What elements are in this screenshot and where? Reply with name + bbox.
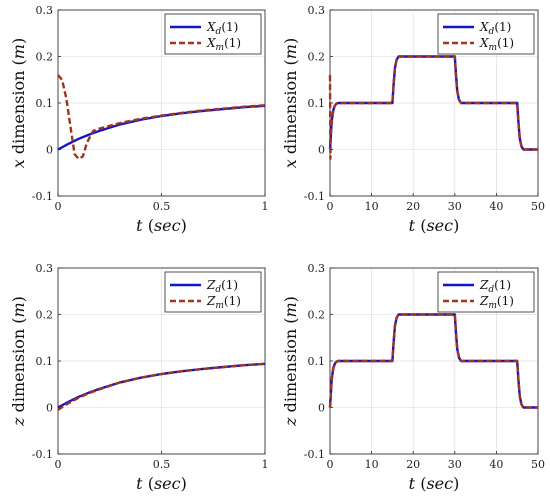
legend-entry: Xd(1) — [206, 20, 238, 37]
legend: Xd(1)Xm(1) — [437, 13, 535, 55]
legend-box — [164, 13, 262, 55]
x-tick-label: 50 — [531, 200, 545, 213]
legend-entry: Zm(1) — [479, 294, 514, 311]
legend-entry: Zd(1) — [206, 278, 238, 295]
x-tick-label: 0 — [55, 200, 62, 213]
legend: Zd(1)Zm(1) — [164, 271, 262, 313]
series-line-1 — [57, 362, 266, 411]
x-axis-label: t (sec) — [409, 474, 460, 493]
y-tick-label: -0.1 — [32, 190, 53, 203]
y-tick-label: 0.2 — [308, 51, 326, 64]
x-tick-label: 30 — [448, 458, 462, 471]
y-tick-label: 0.3 — [308, 262, 326, 275]
y-tick-label: -0.1 — [304, 448, 325, 461]
y-tick-label: -0.1 — [304, 190, 325, 203]
legend: Zd(1)Zm(1) — [437, 271, 535, 313]
y-axis-label: x dimension (m) — [281, 38, 300, 168]
axes-frame — [329, 267, 539, 455]
x-tick-label: 0.5 — [153, 458, 171, 471]
y-tick-label: 0.3 — [36, 262, 54, 275]
y-axis-label: z dimension (m) — [281, 296, 300, 427]
x-tick-label: 0 — [327, 200, 334, 213]
y-tick-label: 0 — [46, 144, 53, 157]
x-tick-label: 30 — [448, 200, 462, 213]
chart-x-long: 0 10 20 30 40 50-0.100.10.20.3t (sec)x dimens… — [281, 4, 545, 235]
y-tick-label: 0.2 — [36, 309, 54, 322]
y-tick-label: 0.2 — [36, 51, 54, 64]
x-tick-label: 1 — [262, 458, 269, 471]
series-line-1 — [57, 74, 266, 161]
x-tick-label: 20 — [406, 200, 420, 213]
chart-z-long: 0 10 20 30 40 50-0.100.10.20.3t (sec)z dimens… — [281, 262, 545, 493]
series-line-1 — [328, 313, 538, 409]
legend-entry: Xm(1) — [479, 36, 514, 53]
y-tick-label: -0.1 — [32, 448, 53, 461]
x-axis-label: t (sec) — [409, 216, 460, 235]
y-tick-label: 0 — [318, 144, 325, 157]
y-tick-label: 0.3 — [308, 4, 326, 17]
x-tick-label: 0 — [55, 458, 62, 471]
axes-frame — [57, 9, 266, 197]
x-tick-label: 40 — [489, 458, 503, 471]
y-axis-label: z dimension (m) — [9, 296, 28, 427]
x-tick-label: 1 — [262, 200, 269, 213]
x-tick-label: 10 — [365, 458, 379, 471]
y-tick-label: 0.2 — [308, 309, 326, 322]
x-tick-label: 0 — [327, 458, 334, 471]
y-tick-label: 0.1 — [36, 355, 54, 368]
legend-box — [437, 13, 535, 55]
axes-frame — [57, 267, 266, 455]
x-tick-label: 50 — [531, 458, 545, 471]
legend-entry: Zm(1) — [206, 294, 241, 311]
legend-box — [437, 271, 535, 313]
legend-entry: Xd(1) — [479, 20, 511, 37]
legend: Xd(1)Xm(1) — [164, 13, 262, 55]
y-tick-label: 0.3 — [36, 4, 54, 17]
chart-x-short: 0 0.5 1-0.100.10.20.3t (sec)x dimension (m… — [9, 4, 269, 235]
legend-entry: Xm(1) — [206, 36, 241, 53]
y-tick-label: 0 — [318, 402, 325, 415]
x-tick-label: 40 — [489, 200, 503, 213]
y-tick-label: 0 — [46, 402, 53, 415]
x-tick-label: 10 — [365, 200, 379, 213]
legend-entry: Zd(1) — [479, 278, 511, 295]
y-tick-label: 0.1 — [308, 355, 326, 368]
x-tick-label: 20 — [406, 458, 420, 471]
x-axis-label: t (sec) — [136, 474, 187, 493]
x-axis-label: t (sec) — [136, 216, 187, 235]
y-tick-label: 0.1 — [308, 97, 326, 110]
series-line-1 — [328, 55, 538, 161]
y-tick-label: 0.1 — [36, 97, 54, 110]
chart-z-short: 0 0.5 1-0.100.10.20.3t (sec)z dimension (m… — [9, 262, 269, 493]
x-tick-label: 0.5 — [153, 200, 171, 213]
legend-box — [164, 271, 262, 313]
y-axis-label: x dimension (m) — [9, 38, 28, 168]
